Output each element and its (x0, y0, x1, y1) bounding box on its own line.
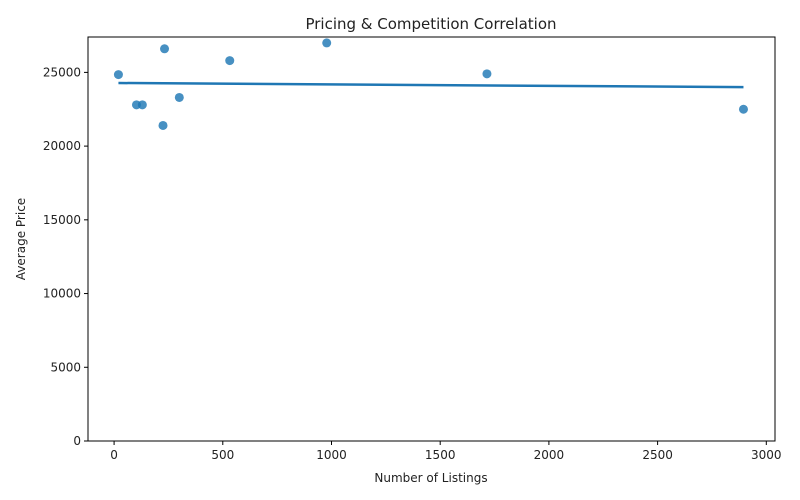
data-points (113, 38, 748, 130)
chart-title: Pricing & Competition Correlation (305, 15, 556, 33)
x-tick-label: 2500 (642, 448, 673, 462)
x-axis-label: Number of Listings (374, 471, 487, 485)
y-tick-label: 10000 (43, 287, 81, 301)
data-point (158, 120, 168, 130)
x-tick-label: 2000 (534, 448, 565, 462)
y-axis-ticks: 0 5000 10000 15000 20000 25000 (43, 65, 88, 448)
data-point (174, 92, 184, 102)
trend-line (118, 81, 744, 89)
data-point (482, 69, 492, 79)
x-tick-label: 500 (211, 448, 234, 462)
data-point (225, 56, 235, 66)
y-tick-label: 5000 (50, 360, 81, 374)
data-point (738, 104, 748, 114)
y-tick-label: 25000 (43, 65, 81, 79)
x-tick-label: 1500 (425, 448, 456, 462)
data-point (137, 100, 147, 110)
x-tick-label: 1000 (316, 448, 347, 462)
x-tick-label: 0 (110, 448, 118, 462)
data-point (113, 70, 123, 80)
y-tick-label: 0 (73, 434, 81, 448)
y-tick-label: 20000 (43, 139, 81, 153)
x-tick-label: 3000 (751, 448, 782, 462)
y-axis-label: Average Price (14, 198, 28, 280)
data-point (160, 44, 170, 54)
x-axis-ticks: 0 500 1000 1500 2000 2500 3000 (110, 441, 782, 462)
y-tick-label: 15000 (43, 213, 81, 227)
data-point (322, 38, 332, 48)
plot-area-frame (87, 36, 776, 442)
